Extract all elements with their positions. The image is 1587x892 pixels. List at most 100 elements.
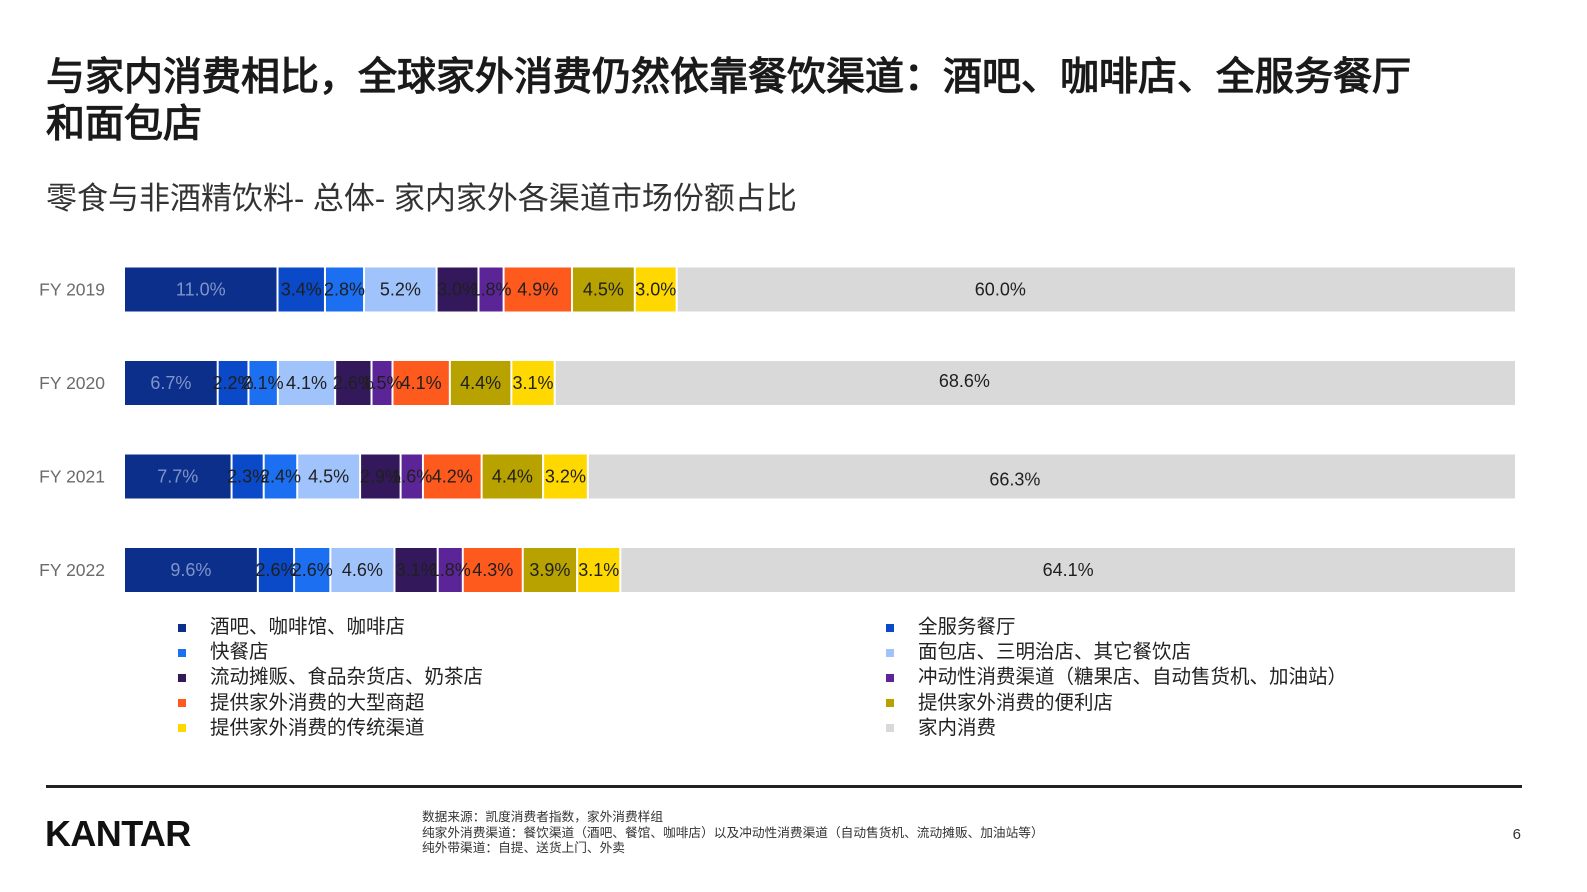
- category-label-fy2020: FY 2020: [39, 373, 105, 393]
- legend-marker: [886, 648, 894, 657]
- value-label-fy2020-series-8: 4.4%: [460, 373, 501, 393]
- bar-segment-fy2020-series-4: [278, 361, 335, 405]
- legend-item-series-5: 流动摊贩、食品杂货店、奶茶店: [178, 665, 886, 690]
- bar-segment-fy2021-series-1: [125, 454, 231, 499]
- footnote-definition-ooh: 纯家外消费渠道：餐饮渠道（酒吧、餐馆、咖啡店）以及冲动性消费渠道（自动售货机、流…: [422, 825, 1044, 840]
- bar-segment-fy2019-series-1: [125, 267, 277, 312]
- value-label-fy2020-series-1: 6.7%: [150, 373, 191, 393]
- legend-item-series-2: 全服务餐厅: [886, 615, 1526, 640]
- footer-divider: [46, 785, 1522, 788]
- bar-segment-fy2022-series-9: [578, 548, 620, 592]
- kantar-logo: KANTAR: [45, 813, 191, 854]
- slide-title-line-1: 与家内消费相比，全球家外消费仍然依靠餐饮渠道：酒吧、咖啡店、全服务餐厅: [46, 56, 1412, 99]
- chart-labels: FY 2019 11.0% 3.4% 2.8% 5.2% 3.0%1.8% 4.9% 4.5%…: [39, 280, 1094, 581]
- value-label-fy2019-series-9: 3.0%: [635, 280, 676, 300]
- chart-title: 零食与非酒精饮料- 总体- 家内家外各渠道市场份额占比: [46, 181, 797, 216]
- legend-label: 冲动性消费渠道（糖果店、自动售货机、加油站）: [918, 666, 1348, 689]
- slide-title: 与家内消费相比，全球家外消费仍然依靠餐饮渠道：酒吧、咖啡店、全服务餐厅 和面包店: [46, 54, 1411, 148]
- value-label-fy2021-series-6: 1.6%: [391, 467, 432, 487]
- bar-segment-fy2019-series-9: [635, 267, 676, 312]
- legend-marker: [178, 699, 186, 708]
- bar-segment-fy2021-series-9: [544, 454, 587, 499]
- stacked-bar-chart: FY 2019 11.0% 3.4% 2.8% 5.2% 3.0%1.8% 4.9% 4.5%…: [39, 267, 1515, 592]
- value-label-fy2022-series-8: 3.9%: [529, 560, 570, 580]
- bar-segment-fy2022-series-3: [295, 548, 330, 592]
- legend-label: 流动摊贩、食品杂货店、奶茶店: [210, 666, 484, 689]
- legend-item-series-8: 提供家外消费的便利店: [886, 691, 1526, 716]
- value-label-fy2019-series-5: 3.0%: [437, 280, 478, 300]
- value-label-fy2022-series-7: 4.3%: [472, 560, 513, 580]
- value-label-fy2021-series-7: 4.2%: [432, 467, 473, 487]
- footnote-definition-takeaway: 纯外带渠道：自提、送货上门、外卖: [422, 841, 625, 855]
- value-label-fy2019-series-1: 11.0%: [176, 280, 226, 300]
- value-label-fy2021-series-2: 2.3%: [227, 467, 268, 487]
- value-label-fy2020-series-2: 2.2%: [213, 373, 254, 393]
- bar-segment-fy2021-series-5: [361, 454, 400, 499]
- bar-segment-fy2020-series-10: [555, 361, 1515, 405]
- value-label-fy2020-series-7: 4.1%: [401, 373, 442, 393]
- legend-label: 面包店、三明治店、其它餐饮店: [918, 641, 1192, 664]
- value-label-fy2022-series-5: 3.1%: [396, 560, 437, 580]
- legend-marker: [886, 623, 894, 632]
- bar-segment-fy2022-series-8: [523, 548, 577, 592]
- value-label-fy2019-series-3: 2.8%: [324, 280, 365, 300]
- bar-segment-fy2020-series-9: [512, 361, 554, 405]
- footnote-source: 数据来源：凯度消费者指数，家外消费样组: [422, 810, 664, 824]
- value-label-fy2021-series-5: 2.9%: [360, 467, 401, 487]
- value-label-fy2022-series-9: 3.1%: [578, 560, 619, 580]
- chart-legend: 酒吧、咖啡馆、咖啡店 全服务餐厅快餐店 面包店、三明治店、其它餐饮店流动摊贩、食品杂…: [178, 615, 1526, 741]
- bar-segment-fy2022-series-4: [331, 548, 394, 592]
- bar-segment-fy2020-series-1: [125, 361, 217, 405]
- bar-segment-fy2020-series-3: [249, 361, 277, 405]
- bar-segment-fy2022-series-6: [438, 548, 462, 592]
- bar-segment-fy2019-series-3: [325, 267, 364, 312]
- bar-segment-fy2019-series-4: [365, 267, 436, 312]
- slide-title-line-2: 和面包店: [46, 103, 203, 146]
- bar-segment-fy2020-series-2: [218, 361, 248, 405]
- value-label-fy2019-series-6: 1.8%: [471, 280, 512, 300]
- legend-item-series-1: 酒吧、咖啡馆、咖啡店: [178, 615, 886, 640]
- bar-segment-fy2021-series-3: [264, 454, 297, 499]
- bar-segment-fy2020-series-5: [336, 361, 371, 405]
- bar-segments: [125, 267, 1515, 592]
- legend-marker: [886, 699, 894, 708]
- legend-marker: [886, 673, 894, 682]
- bar-segment-fy2022-series-1: [125, 548, 257, 592]
- value-label-fy2021-series-9: 3.2%: [545, 467, 586, 487]
- value-label-fy2022-series-4: 4.6%: [342, 560, 383, 580]
- bar-segment-fy2021-series-4: [298, 454, 360, 499]
- legend-item-series-4: 面包店、三明治店、其它餐饮店: [886, 640, 1526, 665]
- bar-segment-fy2021-series-8: [482, 454, 543, 499]
- value-label-fy2021-series-4: 4.5%: [308, 467, 349, 487]
- value-label-fy2019-series-4: 5.2%: [380, 280, 421, 300]
- legend-item-series-3: 快餐店: [178, 640, 886, 665]
- value-label-fy2019-series-2: 3.4%: [281, 280, 322, 300]
- page-number: 6: [1512, 826, 1521, 843]
- bar-segment-fy2020-series-6: [372, 361, 392, 405]
- legend-marker: [178, 648, 186, 657]
- legend-label: 酒吧、咖啡馆、咖啡店: [210, 616, 406, 639]
- value-label-fy2019-series-8: 4.5%: [583, 280, 624, 300]
- value-label-fy2021-series-1: 7.7%: [157, 467, 198, 487]
- bar-segment-fy2021-series-2: [232, 454, 263, 499]
- legend-marker: [178, 724, 186, 733]
- value-label-fy2020-series-10: 68.6%: [939, 371, 990, 391]
- value-label-fy2022-series-6: 1.8%: [430, 560, 471, 580]
- bar-segment-fy2021-series-10: [588, 454, 1515, 499]
- legend-label: 提供家外消费的传统渠道: [210, 716, 425, 739]
- value-label-fy2020-series-3: 2.1%: [243, 373, 284, 393]
- bar-segment-fy2021-series-7: [423, 454, 481, 499]
- legend-marker: [178, 673, 186, 682]
- value-label-fy2022-series-2: 2.6%: [255, 560, 296, 580]
- legend-item-series-7: 提供家外消费的大型商超: [178, 691, 886, 716]
- bar-segment-fy2019-series-8: [572, 267, 634, 312]
- bar-segment-fy2019-series-5: [437, 267, 478, 312]
- legend-item-series-10: 家内消费: [886, 716, 1526, 741]
- value-label-fy2021-series-3: 2.4%: [260, 467, 301, 487]
- bar-segment-fy2019-series-7: [504, 267, 571, 312]
- category-label-fy2019: FY 2019: [39, 280, 105, 300]
- value-label-fy2020-series-5: 2.6%: [333, 373, 374, 393]
- legend-label: 快餐店: [210, 641, 269, 664]
- category-label-fy2022: FY 2022: [39, 560, 105, 580]
- bar-segment-fy2019-series-10: [677, 267, 1515, 312]
